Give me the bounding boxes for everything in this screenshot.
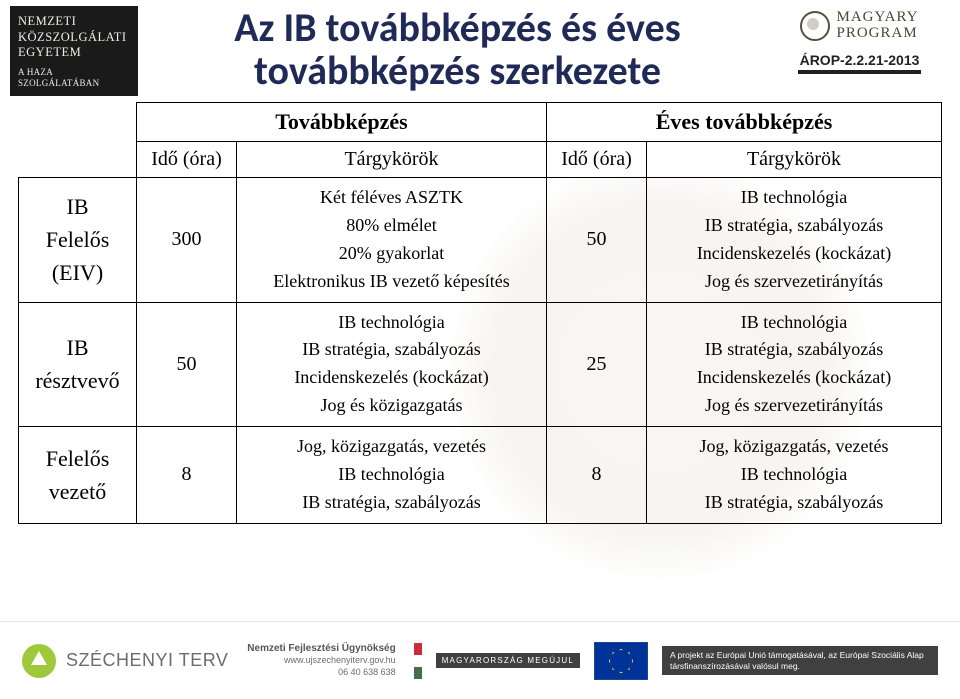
table-corner-blank [19,103,137,178]
col-hours-1: Idő (óra) [137,142,237,178]
magyary-line: MAGYARY [836,9,918,25]
topic-line: IB stratégia, szabályozás [655,212,933,240]
table-wrap: Továbbképzés Éves továbbképzés Idő (óra)… [0,96,960,524]
eu-caption: A projekt az Európai Unió támogatásával,… [662,646,938,675]
row-label-line: vezető [27,475,128,508]
annual-topics: IB technológiaIB stratégia, szabályozásI… [647,302,942,427]
topic-line: IB stratégia, szabályozás [245,489,538,517]
row-label-line: (EIV) [27,256,128,289]
topic-line: Incidenskezelés (kockázat) [245,364,538,392]
topic-line: IB technológia [245,461,538,489]
training-hours: 8 [137,427,237,524]
col-topics-2: Tárgykörök [647,142,942,178]
col-group-annual: Éves továbbképzés [547,103,942,142]
topic-line: Két féléves ASZTK [245,184,538,212]
logo-nke-sub: A HAZA SZOLGÁLATÁBAN [18,67,130,90]
row-label-line: résztvevő [27,364,128,397]
table-row: IBrésztvevő50IB technológiaIB stratégia,… [19,302,942,427]
row-label: Felelősvezető [19,427,137,524]
annual-hours: 25 [547,302,647,427]
arop-code: ÁROP-2.2.21-2013 [798,50,922,74]
page-title: Az IB továbbképzés és éves továbbképzés … [144,6,771,92]
annual-hours: 8 [547,427,647,524]
topic-line: Elektronikus IB vezető képesítés [245,268,538,296]
topic-line: Jog és közigazgatás [245,392,538,420]
nfu-line: Nemzeti Fejlesztési Ügynökség [247,642,395,655]
topic-line: IB stratégia, szabályozás [655,489,933,517]
szechenyi-badge-icon [22,644,56,678]
header: NEMZETI KÖZSZOLGÁLATI EGYETEM A HAZA SZO… [0,0,960,96]
footer: SZÉCHENYI TERV Nemzeti Fejlesztési Ügynö… [0,621,960,699]
col-topics-1: Tárgykörök [237,142,547,178]
magyary-text: MAGYARY PROGRAM [836,10,918,42]
training-table: Továbbképzés Éves továbbképzés Idő (óra)… [18,102,942,524]
row-label: IBrésztvevő [19,302,137,427]
nfu-line: www.ujszechenyiterv.gov.hu [284,655,396,665]
training-hours: 50 [137,302,237,427]
topic-line: Jog, közigazgatás, vezetés [655,433,933,461]
topic-line: IB technológia [655,309,933,337]
row-label-line: IB [27,331,128,364]
footer-right: Nemzeti Fejlesztési Ügynökség www.ujszec… [247,642,938,680]
col-group-training: Továbbképzés [137,103,547,142]
training-topics: IB technológiaIB stratégia, szabályozásI… [237,302,547,427]
logo-magyary: MAGYARY PROGRAM [777,6,942,46]
table-row: IBFelelős(EIV)300Két féléves ASZTK80% el… [19,178,942,303]
logo-nke-line: NEMZETI [18,14,130,30]
nfu-block: Nemzeti Fejlesztési Ügynökség www.ujszec… [247,642,395,678]
magyary-seal-icon [800,11,830,41]
topic-line: IB technológia [655,184,933,212]
topic-line: IB technológia [655,461,933,489]
topic-line: IB technológia [245,309,538,337]
mo-megujul-box: MAGYARORSZÁG MEGÚJUL [436,653,580,668]
row-label-line: IB [27,190,128,223]
logo-nke-line: KÖZSZOLGÁLATI [18,30,130,46]
hungary-flag-icon [414,643,422,679]
training-hours: 300 [137,178,237,303]
nfu-line: 06 40 638 638 [338,667,396,677]
training-topics: Két féléves ASZTK80% elmélet20% gyakorla… [237,178,547,303]
topic-line: Incidenskezelés (kockázat) [655,364,933,392]
topic-line: 20% gyakorlat [245,240,538,268]
topic-line: Jog, közigazgatás, vezetés [245,433,538,461]
row-label: IBFelelős(EIV) [19,178,137,303]
magyary-line: PROGRAM [836,25,917,41]
table-body: IBFelelős(EIV)300Két féléves ASZTK80% el… [19,178,942,524]
logo-nke: NEMZETI KÖZSZOLGÁLATI EGYETEM A HAZA SZO… [10,6,138,96]
topic-line: Jog és szervezetirányítás [655,268,933,296]
slide: NEMZETI KÖZSZOLGÁLATI EGYETEM A HAZA SZO… [0,0,960,699]
row-label-line: Felelős [27,442,128,475]
logo-magyary-block: MAGYARY PROGRAM ÁROP-2.2.21-2013 [777,6,942,74]
topic-line: Incidenskezelés (kockázat) [655,240,933,268]
title-wrap: Az IB továbbképzés és éves továbbképzés … [138,6,777,92]
topic-line: 80% elmélet [245,212,538,240]
table-row: Felelősvezető8Jog, közigazgatás, vezetés… [19,427,942,524]
annual-topics: IB technológiaIB stratégia, szabályozásI… [647,178,942,303]
eu-flag-icon [594,642,648,680]
logo-nke-line: EGYETEM [18,45,130,61]
topic-line: IB stratégia, szabályozás [245,336,538,364]
training-topics: Jog, közigazgatás, vezetésIB technológia… [237,427,547,524]
col-hours-2: Idő (óra) [547,142,647,178]
annual-topics: Jog, közigazgatás, vezetésIB technológia… [647,427,942,524]
topic-line: Jog és szervezetirányítás [655,392,933,420]
logo-szechenyi: SZÉCHENYI TERV [22,644,228,678]
topic-line: IB stratégia, szabályozás [655,336,933,364]
row-label-line: Felelős [27,223,128,256]
szechenyi-text: SZÉCHENYI TERV [66,650,228,671]
annual-hours: 50 [547,178,647,303]
